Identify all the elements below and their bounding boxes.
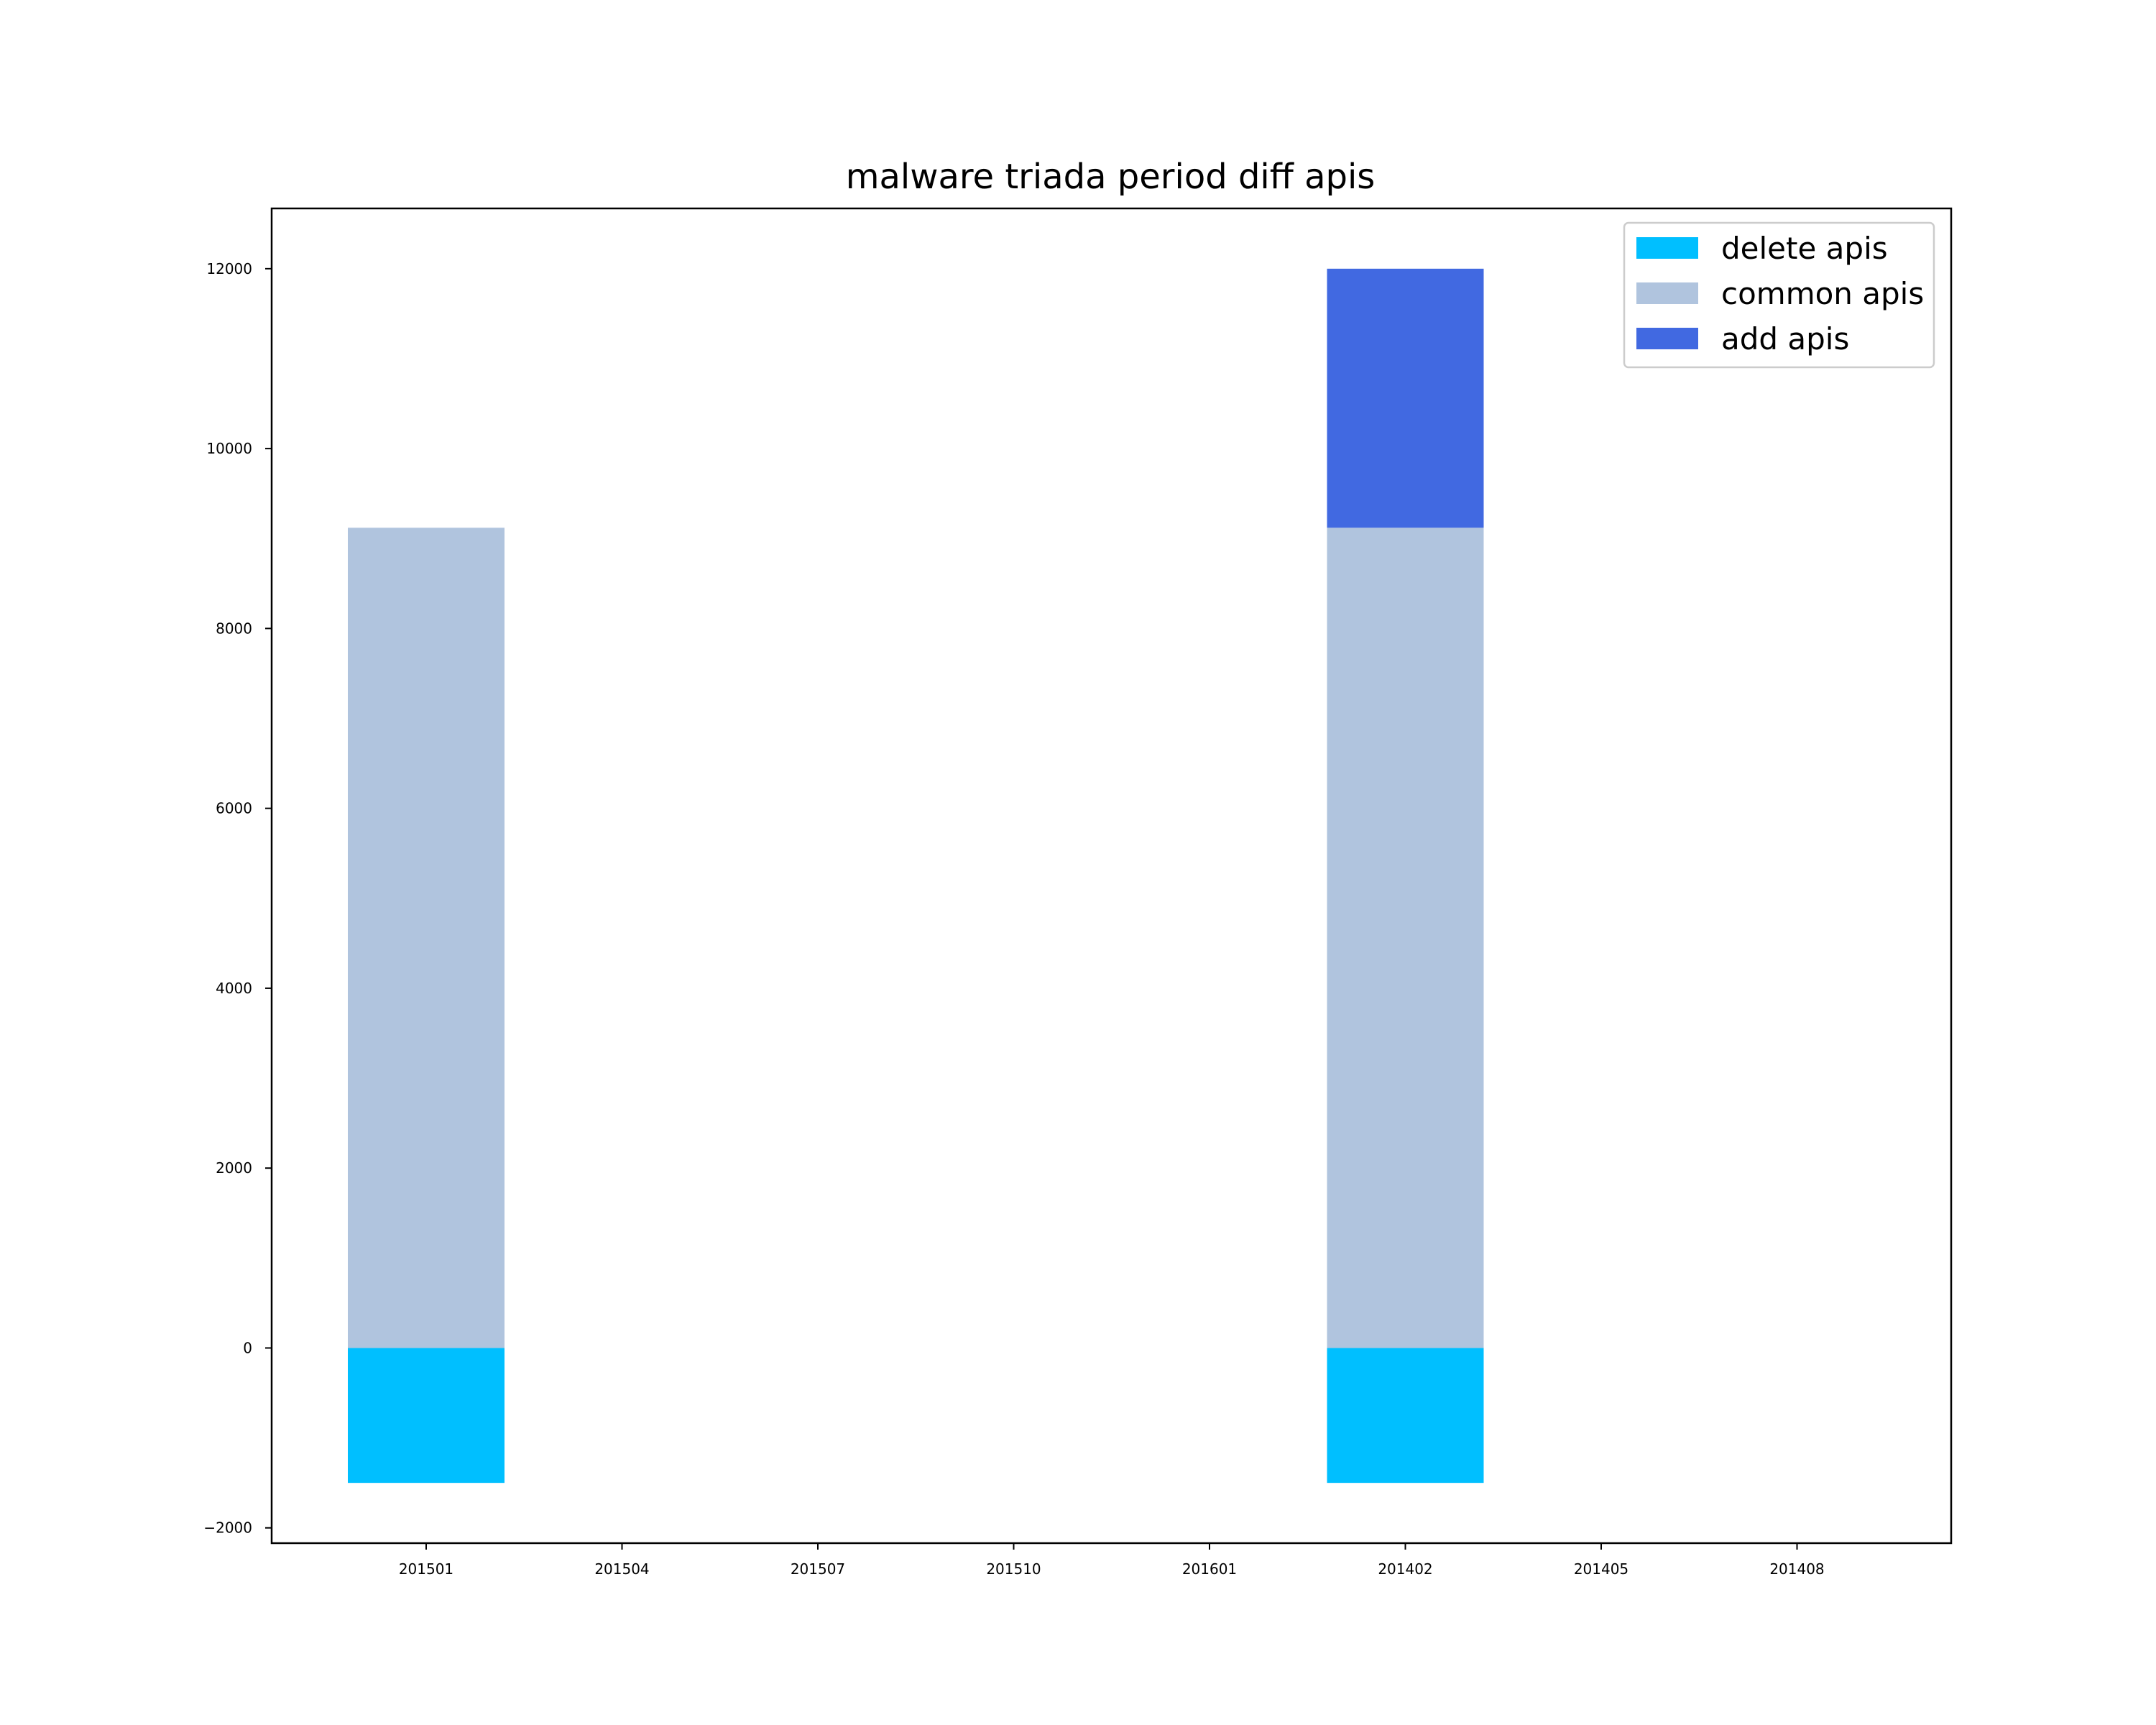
bar-delete-apis-201501: [348, 1348, 505, 1484]
x-tick-label: 201507: [791, 1560, 845, 1578]
y-tick-label: 10000: [206, 440, 252, 457]
x-tick-label: 201405: [1574, 1560, 1628, 1578]
legend-label-delete-apis: delete apis: [1721, 231, 1888, 266]
legend-frame: [1623, 221, 1935, 369]
x-tick-label: 201510: [986, 1560, 1041, 1578]
bar-common-apis-201402: [1327, 528, 1484, 1348]
legend-swatch-delete-apis: [1636, 237, 1698, 259]
legend-swatch-add-apis: [1636, 328, 1698, 349]
bars: [348, 268, 1484, 1484]
y-tick-label: 12000: [206, 260, 252, 277]
y-tick-label: 2000: [216, 1159, 252, 1177]
legend-swatch-common-apis: [1636, 282, 1698, 304]
x-tick-label: 201501: [399, 1560, 453, 1578]
y-tick-label: 6000: [216, 800, 252, 817]
chart-title: malware triada period diff apis: [846, 157, 1376, 197]
plot-area-frame: [270, 207, 1953, 1545]
bar-add-apis-201402: [1327, 268, 1484, 528]
x-tick-label: 201601: [1182, 1560, 1237, 1578]
y-tick-label: 8000: [216, 620, 252, 637]
legend: delete apis common apis add apis: [1623, 221, 1935, 369]
x-tick-label: 201504: [594, 1560, 649, 1578]
y-tick-label: 4000: [216, 980, 252, 997]
y-tick-label: 0: [243, 1339, 252, 1356]
x-axis: 201501 201504 201507 201510 201601 201402 2014…: [399, 1543, 1825, 1578]
bar-delete-apis-201402: [1327, 1348, 1484, 1484]
x-tick-label: 201408: [1769, 1560, 1824, 1578]
bar-common-apis-201501: [348, 528, 505, 1348]
y-tick-label: −2000: [203, 1519, 252, 1537]
y-axis: −2000 0 2000 4000 6000 8000 10000 12000: [203, 260, 272, 1537]
legend-label-common-apis: common apis: [1721, 276, 1924, 311]
x-tick-label: 201402: [1378, 1560, 1432, 1578]
legend-label-add-apis: add apis: [1721, 321, 1849, 356]
